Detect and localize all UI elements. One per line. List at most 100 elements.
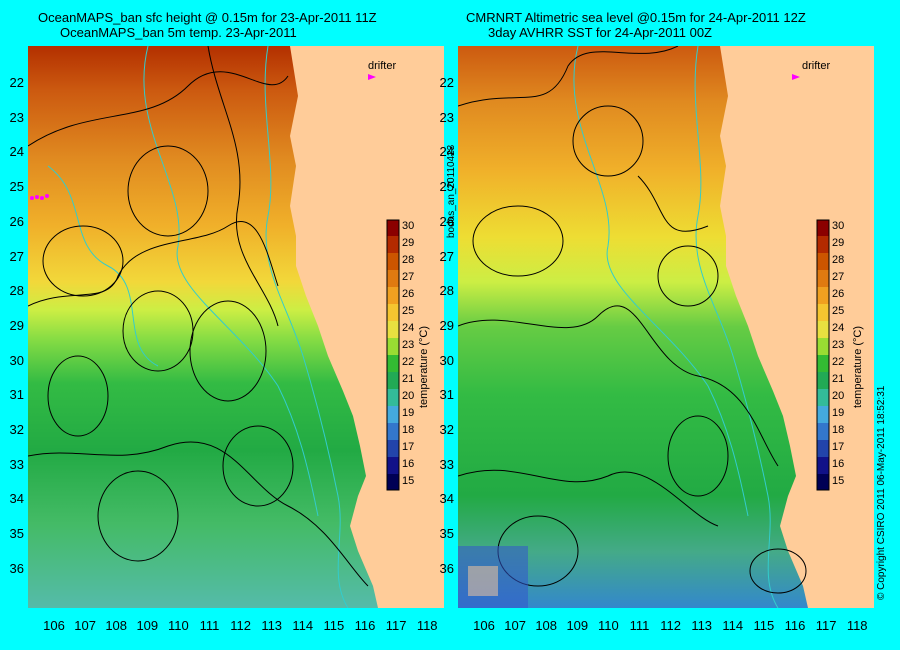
colorbar-tick-label: 23: [402, 339, 415, 351]
colorbar-tick-label: 25: [402, 305, 415, 317]
longitude-label: 106: [473, 618, 495, 633]
right-land-mass: [720, 46, 874, 608]
colorbar-tick-label: 15: [402, 475, 415, 487]
latitude-label: 27: [9, 248, 24, 264]
latitude-label: 36: [9, 560, 24, 576]
longitude-label: 111: [199, 618, 220, 633]
longitude-label: 109: [566, 618, 589, 633]
latitude-label: 26: [439, 213, 454, 229]
colorbar-tick-label: 27: [832, 271, 845, 283]
latitude-label: 23: [9, 109, 24, 125]
right-map-title: CMRNRT Altimetric sea level @0.15m for 2…: [466, 10, 806, 25]
longitude-label: 110: [168, 618, 189, 633]
latitude-label: 33: [439, 456, 454, 472]
left-colorbar-label: temperature (°C): [418, 325, 430, 408]
colorbar-tick-label: 25: [832, 305, 845, 317]
colorbar-tick-label: 27: [402, 271, 415, 283]
latitude-label: 30: [9, 352, 24, 368]
colorbar-tick-label: 22: [832, 356, 845, 368]
latitude-label: 26: [9, 213, 24, 229]
latitude-label: 24: [9, 144, 24, 160]
right-sea-level-contours: [458, 46, 807, 594]
latitude-label: 22: [439, 75, 454, 90]
latitude-label: 22: [9, 75, 24, 90]
colorbar-tick-label: 22: [402, 356, 415, 368]
latitude-label: 25: [9, 179, 24, 195]
latitude-label: 34: [439, 491, 454, 507]
left-drifter-legend-marker: [368, 74, 376, 80]
longitude-label: 116: [784, 618, 806, 633]
left-map-subtitle: OceanMAPS_ban 5m temp. 23-Apr-2011: [60, 25, 297, 40]
colorbar-tick-label: 15: [832, 475, 845, 487]
right-drifter-label: drifter: [802, 60, 831, 72]
longitude-label: 111: [629, 618, 650, 633]
left-isobath-3: [47, 165, 159, 367]
colorbar-tick-label: 21: [832, 373, 845, 385]
latitude-label: 32: [439, 422, 454, 437]
left-drifter-label: drifter: [368, 60, 397, 72]
left-isobath-2: [143, 46, 319, 517]
longitude-label: 106: [43, 618, 65, 633]
colorbar-tick-label: 24: [402, 322, 415, 334]
latitude-label: 35: [9, 526, 24, 542]
latitude-label: 32: [9, 422, 24, 437]
longitude-label: 107: [74, 618, 96, 633]
colorbar-tick-label: 29: [402, 237, 415, 249]
colorbar-tick-label: 16: [832, 458, 845, 470]
left-isobath-1: [264, 46, 349, 608]
colorbar-tick-label: 30: [832, 220, 845, 232]
left-map-svg: [28, 46, 444, 608]
right-cloud-artifacts: [458, 546, 528, 608]
colorbar-tick-label: 16: [402, 458, 415, 470]
colorbar-tick-label: 17: [402, 441, 415, 453]
colorbar-tick-label: 26: [402, 288, 415, 300]
colorbar-tick-label: 21: [402, 373, 415, 385]
right-map-subtitle: 3day AVHRR SST for 24-Apr-2011 00Z: [488, 25, 712, 40]
longitude-label: 116: [354, 618, 376, 633]
colorbar-tick-label: 20: [402, 390, 415, 402]
colorbar-tick-label: 28: [402, 254, 415, 266]
latitude-label: 28: [9, 283, 24, 299]
latitude-label: 23: [439, 109, 454, 125]
longitude-label: 114: [722, 618, 744, 633]
left-map-title: OceanMAPS_ban sfc height @ 0.15m for 23-…: [38, 10, 377, 25]
longitude-label: 117: [815, 618, 837, 633]
left-height-contours: [28, 46, 369, 587]
latitude-label: 27: [439, 248, 454, 264]
longitude-label: 112: [230, 618, 251, 633]
left-colorbar: [386, 219, 400, 491]
latitude-label: 35: [439, 526, 454, 542]
copyright-text: © Copyright CSIRO 2011 06-May-2011 18:52…: [876, 385, 887, 600]
longitude-label: 114: [292, 618, 314, 633]
longitude-label: 115: [753, 618, 775, 633]
latitude-label: 31: [439, 387, 454, 403]
right-map-panel: [458, 46, 874, 608]
longitude-label: 112: [660, 618, 681, 633]
right-colorbar: [816, 219, 830, 491]
colorbar-tick-label: 26: [832, 288, 845, 300]
latitude-label: 34: [9, 491, 24, 507]
colorbar-tick-label: 19: [402, 407, 415, 419]
latitude-label: 30: [439, 352, 454, 368]
colorbar-tick-label: 17: [832, 441, 845, 453]
longitude-label: 110: [598, 618, 619, 633]
colorbar-tick-label: 18: [832, 424, 845, 436]
colorbar-tick-label: 30: [402, 220, 415, 232]
right-map-svg: [458, 46, 874, 608]
right-isobath-2: [573, 46, 749, 517]
longitude-label: 113: [691, 618, 713, 633]
longitude-label: 118: [846, 618, 868, 633]
latitude-label: 31: [9, 387, 24, 403]
colorbar-tick-label: 29: [832, 237, 845, 249]
left-map-panel: [28, 46, 444, 608]
longitude-label: 108: [105, 618, 128, 633]
colorbar-tick-label: 19: [832, 407, 845, 419]
longitude-label: 113: [261, 618, 283, 633]
longitude-label: 107: [504, 618, 526, 633]
right-colorbar-label: temperature (°C): [852, 325, 864, 408]
longitude-label: 109: [136, 618, 159, 633]
left-drifter-track: [30, 194, 49, 200]
latitude-label: 29: [439, 317, 454, 333]
colorbar-tick-label: 28: [832, 254, 845, 266]
left-land-mass: [290, 46, 444, 608]
